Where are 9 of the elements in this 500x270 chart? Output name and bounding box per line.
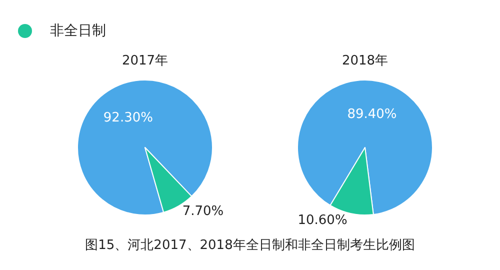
chart-title: 2018年 [342,54,388,68]
legend-label: 非全日制 [50,22,106,40]
data-label: 89.40% [347,106,397,122]
text: 2017年 [122,54,168,68]
data-label: 10.60% [298,213,348,228]
data-label: 92.30% [103,110,153,126]
pie-slice [297,80,433,215]
caption: 图15、河北2017、2018年全日制和非全日制考生比例图 [84,237,416,254]
data-label: 7.70% [182,204,224,220]
